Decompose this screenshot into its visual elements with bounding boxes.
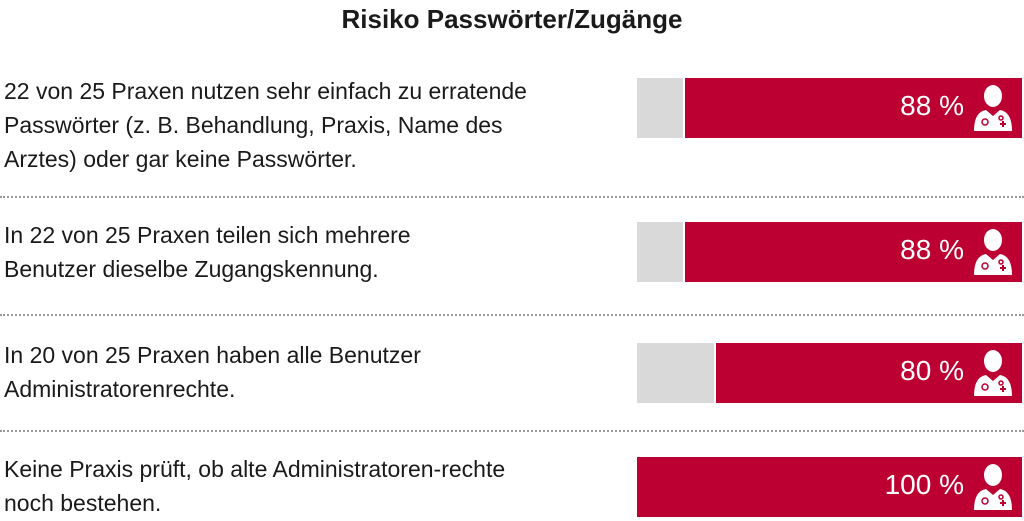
row-text: In 20 von 25 Praxen haben alle Benutzer … — [4, 342, 421, 402]
bar-fill: 80 % — [714, 343, 1022, 403]
bar-fill: 100 % — [637, 457, 1022, 517]
bar-track: 88 % — [637, 78, 1022, 138]
bar-track: 88 % — [637, 222, 1022, 282]
doctor-icon — [970, 463, 1016, 511]
doctor-icon — [970, 228, 1016, 276]
value-label: 88 % — [900, 234, 964, 265]
bar-fill: 88 % — [683, 78, 1022, 138]
value-label: 80 % — [900, 355, 964, 386]
value-label: 88 % — [900, 90, 964, 121]
divider — [0, 196, 1024, 198]
doctor-icon — [970, 84, 1016, 132]
doctor-icon — [970, 349, 1016, 397]
row-text: In 22 von 25 Praxen teilen sich mehrere … — [4, 222, 411, 282]
bar-fill: 88 % — [683, 222, 1022, 282]
row-text: 22 von 25 Praxen nutzen sehr einfach zu … — [4, 78, 527, 172]
value-label: 100 % — [884, 469, 964, 500]
divider — [0, 314, 1024, 316]
row-text: Keine Praxis prüft, ob alte Administrato… — [4, 456, 506, 516]
divider — [0, 430, 1024, 432]
bar-track: 100 % — [637, 457, 1022, 517]
chart-title: Risiko Passwörter/Zugänge — [341, 4, 683, 34]
bar-track: 80 % — [637, 343, 1022, 403]
